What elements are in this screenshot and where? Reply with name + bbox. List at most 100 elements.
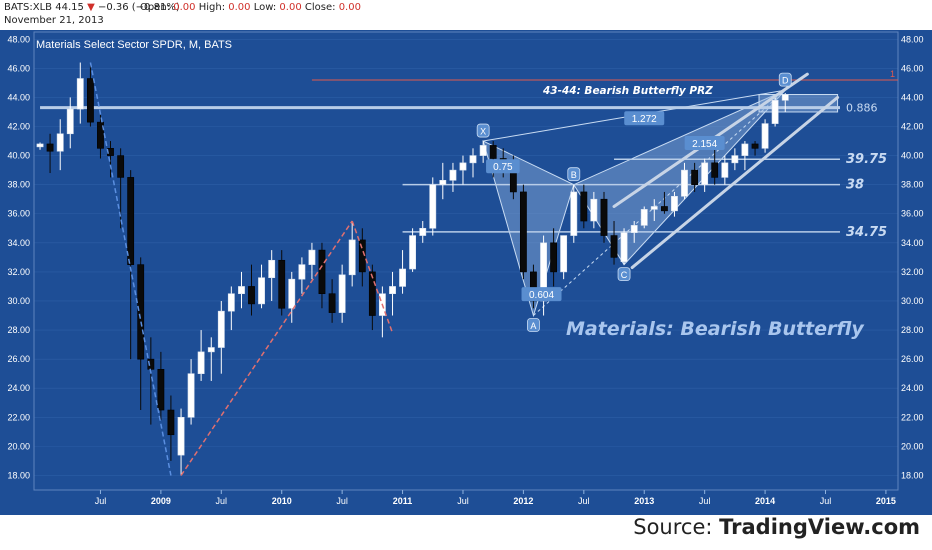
candle[interactable] — [76, 62, 84, 124]
candle[interactable] — [308, 242, 316, 280]
candle[interactable] — [661, 191, 668, 214]
ratio-badge-box — [521, 287, 562, 302]
candle[interactable] — [479, 141, 487, 163]
candle[interactable] — [177, 408, 185, 476]
candle[interactable] — [701, 158, 709, 192]
level-label: 34.75 — [846, 225, 887, 240]
candle[interactable] — [691, 162, 699, 192]
candle[interactable] — [137, 257, 145, 411]
ratio-badge[interactable]: 0.75 — [486, 159, 520, 174]
y-tick-label-right: 28.00 — [901, 325, 924, 335]
candle[interactable] — [348, 221, 356, 287]
candle[interactable] — [781, 93, 789, 112]
level-label: 38 — [846, 178, 864, 193]
high-value: 0.00 — [228, 2, 251, 13]
candle[interactable] — [409, 228, 416, 272]
candle[interactable] — [217, 300, 225, 374]
y-tick-label-right: 40.00 — [901, 151, 924, 161]
y-tick-label-right: 38.00 — [901, 180, 924, 190]
channel-line[interactable] — [630, 95, 840, 270]
y-tick-label-left: 18.00 — [7, 470, 30, 480]
candle[interactable] — [741, 141, 749, 171]
candle[interactable] — [167, 395, 175, 461]
candles[interactable] — [36, 62, 789, 476]
candle[interactable] — [620, 228, 628, 265]
pivot-d[interactable]: D — [778, 72, 792, 87]
candle[interactable] — [278, 250, 286, 316]
y-tick-label-left: 48.00 — [7, 34, 30, 44]
last-price: 44.15 — [55, 2, 84, 13]
candle[interactable] — [640, 206, 648, 229]
candle[interactable] — [731, 148, 739, 171]
candle[interactable] — [519, 184, 527, 280]
candle[interactable] — [751, 141, 759, 156]
candle[interactable] — [36, 142, 44, 150]
ratio-label: 2.154 — [692, 139, 717, 150]
candle[interactable] — [66, 97, 74, 149]
candle[interactable] — [338, 264, 346, 323]
footer: Source: TradingView.com — [0, 515, 932, 550]
y-tick-label-left: 44.00 — [7, 92, 30, 102]
candle[interactable] — [56, 119, 64, 171]
ratio-badge[interactable]: 1.272 — [624, 111, 665, 126]
candle[interactable] — [580, 184, 588, 229]
candle-body — [671, 195, 678, 212]
pivot-c[interactable]: C — [617, 267, 631, 282]
candle[interactable] — [469, 148, 477, 178]
candle[interactable] — [268, 250, 276, 301]
candle-body — [97, 121, 104, 149]
candle[interactable] — [197, 330, 205, 381]
candle[interactable] — [671, 191, 678, 217]
candle[interactable] — [560, 235, 568, 280]
candle[interactable] — [630, 221, 638, 243]
candle[interactable] — [258, 264, 265, 309]
candle-body — [389, 286, 396, 295]
candle[interactable] — [590, 191, 598, 229]
candle[interactable] — [459, 155, 467, 185]
candle[interactable] — [127, 170, 135, 360]
pivot-b[interactable]: B — [567, 167, 581, 182]
candle[interactable] — [429, 177, 437, 236]
candle[interactable] — [449, 162, 457, 192]
source-name[interactable]: TradingView.com — [719, 515, 920, 539]
candle[interactable] — [157, 351, 165, 421]
candle[interactable] — [419, 221, 427, 243]
annotations[interactable]: 0.75 0.604 1.272 2.154 X A B C D — [89, 62, 840, 476]
candle-body — [761, 123, 769, 149]
symbol[interactable]: BATS:XLB — [4, 2, 53, 13]
candle[interactable] — [97, 114, 104, 159]
ratio-badge[interactable]: 2.154 — [684, 135, 725, 150]
candle[interactable] — [187, 359, 195, 425]
candle[interactable] — [570, 184, 578, 243]
candle[interactable] — [207, 337, 215, 381]
candle[interactable] — [550, 228, 558, 287]
ratio-badge[interactable]: 0.604 — [521, 287, 562, 302]
candle[interactable] — [389, 271, 396, 316]
candle-body — [238, 286, 245, 295]
candle[interactable] — [711, 148, 719, 185]
candle[interactable] — [46, 133, 54, 174]
candle[interactable] — [87, 65, 94, 127]
candle[interactable] — [771, 94, 779, 127]
candle[interactable] — [288, 271, 296, 323]
candle[interactable] — [610, 221, 618, 265]
candle[interactable] — [600, 191, 608, 243]
candle[interactable] — [248, 264, 255, 316]
x-tick-label: Jul — [336, 496, 348, 506]
candle[interactable] — [681, 162, 688, 200]
candle[interactable] — [399, 250, 406, 294]
candle[interactable] — [650, 199, 658, 222]
candle-body — [197, 351, 205, 374]
pivot-x[interactable]: X — [476, 123, 490, 138]
candle[interactable] — [298, 257, 306, 294]
candle[interactable] — [328, 279, 336, 323]
candle[interactable] — [318, 242, 326, 309]
candle[interactable] — [761, 119, 769, 153]
candle[interactable] — [238, 271, 245, 309]
pivot-a[interactable]: A — [527, 318, 540, 332]
candle[interactable] — [227, 286, 235, 331]
candle[interactable] — [721, 155, 729, 185]
candle[interactable] — [439, 162, 447, 200]
candle[interactable] — [358, 228, 366, 287]
candlestick-chart[interactable]: 18.00 18.00 20.00 20.00 22.00 22.00 24.00 24.00… — [0, 30, 932, 515]
